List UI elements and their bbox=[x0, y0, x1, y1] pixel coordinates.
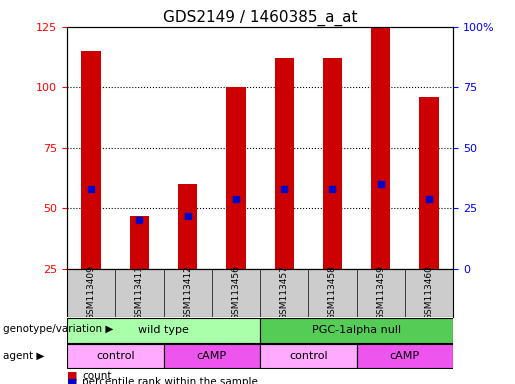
Bar bbox=[67, 318, 260, 343]
Bar bbox=[260, 344, 356, 368]
Text: control: control bbox=[289, 351, 328, 361]
Text: PGC-1alpha null: PGC-1alpha null bbox=[312, 325, 401, 335]
Bar bbox=[323, 58, 342, 269]
Text: wild type: wild type bbox=[138, 325, 189, 335]
Text: genotype/variation ▶: genotype/variation ▶ bbox=[3, 324, 113, 334]
Text: agent ▶: agent ▶ bbox=[3, 351, 44, 361]
Text: ■: ■ bbox=[67, 371, 77, 381]
Bar bbox=[274, 58, 294, 269]
Bar bbox=[371, 27, 390, 269]
Text: percentile rank within the sample: percentile rank within the sample bbox=[82, 377, 259, 384]
Bar bbox=[260, 318, 453, 343]
Bar bbox=[419, 97, 439, 269]
Text: ■: ■ bbox=[67, 377, 77, 384]
Text: GSM113460: GSM113460 bbox=[424, 265, 434, 320]
Bar bbox=[130, 215, 149, 269]
Text: GSM113409: GSM113409 bbox=[87, 265, 96, 320]
Text: control: control bbox=[96, 351, 134, 361]
Title: GDS2149 / 1460385_a_at: GDS2149 / 1460385_a_at bbox=[163, 9, 357, 25]
Bar bbox=[163, 344, 260, 368]
Bar bbox=[67, 344, 163, 368]
Text: GSM113457: GSM113457 bbox=[280, 265, 289, 320]
Bar bbox=[178, 184, 197, 269]
Text: count: count bbox=[82, 371, 112, 381]
Text: cAMP: cAMP bbox=[390, 351, 420, 361]
Text: GSM113456: GSM113456 bbox=[231, 265, 241, 320]
Text: cAMP: cAMP bbox=[197, 351, 227, 361]
Bar bbox=[226, 88, 246, 269]
Bar bbox=[81, 51, 101, 269]
Text: GSM113411: GSM113411 bbox=[135, 265, 144, 320]
Text: GSM113459: GSM113459 bbox=[376, 265, 385, 320]
Text: GSM113412: GSM113412 bbox=[183, 265, 192, 320]
Text: GSM113458: GSM113458 bbox=[328, 265, 337, 320]
Bar bbox=[356, 344, 453, 368]
